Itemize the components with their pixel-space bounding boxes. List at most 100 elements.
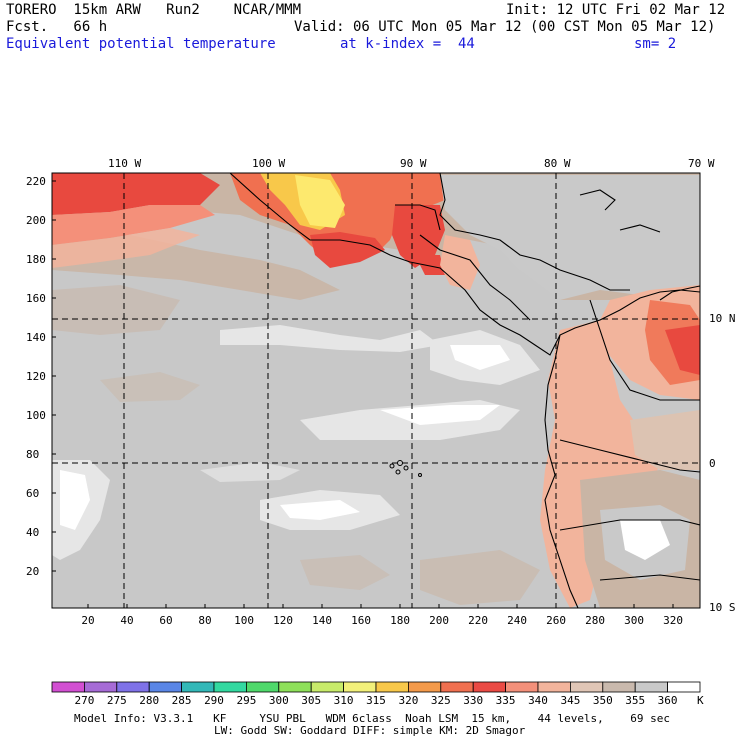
- red-patch: [415, 255, 445, 275]
- colorbar-label: 320: [398, 694, 419, 707]
- border-bolivia: [599, 574, 700, 581]
- map-frame: [51, 172, 701, 609]
- red-venezuela: [665, 325, 700, 375]
- coastlines: [229, 173, 700, 608]
- y-tick-label: 220: [26, 175, 46, 188]
- border-central-america: [419, 234, 531, 321]
- border-peru-brazil: [559, 519, 700, 531]
- x-tick-label: 140: [312, 614, 332, 627]
- level-info: at k-index = 44: [340, 36, 475, 52]
- colorbar-swatch: [84, 681, 118, 693]
- colorbar-label: 300: [268, 694, 289, 707]
- colorbar-label: 350: [592, 694, 613, 707]
- white-streak-4: [280, 500, 360, 520]
- colorbar-label: 325: [430, 694, 451, 707]
- valid-time: Valid: 06 UTC Mon 05 Mar 12 (00 CST Mon …: [294, 19, 716, 35]
- colorbar-label: 280: [139, 694, 160, 707]
- colorbar-label: 270: [74, 694, 95, 707]
- red-region-gulf: [310, 232, 385, 268]
- border-ecuador-peru: [559, 439, 700, 473]
- colorbar-label: 285: [171, 694, 192, 707]
- salmon-region-nw: [52, 205, 215, 245]
- colorbar-swatch: [570, 681, 604, 693]
- colorbar-label: 275: [106, 694, 127, 707]
- colorbar-swatch: [310, 681, 345, 693]
- model-info: Model Info: V3.3.1 KF YSU PBL WDM 6class…: [74, 712, 671, 725]
- colorbar-swatch: [407, 681, 442, 693]
- lat-label-10n: 10 N: [709, 312, 736, 325]
- colorbar-label: 315: [366, 694, 386, 707]
- colorbar-swatch: [245, 681, 280, 693]
- y-tick-label: 80: [26, 448, 40, 461]
- forecast-hour: Fcst. 66 h: [6, 19, 108, 35]
- colorbar-label: 355: [625, 694, 646, 707]
- x-tick-label: 280: [585, 614, 605, 627]
- tan-patch-3: [300, 555, 390, 590]
- x-tick-label: 160: [351, 614, 371, 627]
- red-region-guatemala: [392, 205, 445, 268]
- colorbar-label: 330: [463, 694, 484, 707]
- colorbar-label: 310: [333, 694, 354, 707]
- colorbar-swatch: [213, 681, 247, 693]
- x-tick-label: 220: [468, 614, 488, 627]
- white-streak-3: [60, 470, 90, 530]
- colorbar-swatch: [278, 681, 312, 693]
- coastline-south-america-west: [544, 334, 579, 608]
- x-tick-label: 300: [624, 614, 644, 627]
- colorbar-swatch: [343, 681, 377, 693]
- x-tick-label: 320: [663, 614, 683, 627]
- colorbar-swatch: [375, 681, 409, 693]
- tan-patch-1: [52, 285, 180, 335]
- colorbar: [51, 681, 701, 693]
- coastline-caribbean: [439, 173, 630, 291]
- x-tick-label: 60: [159, 614, 173, 627]
- peach-andes: [540, 320, 660, 608]
- coastline-pacific-north: [229, 173, 700, 356]
- white-amazon: [620, 520, 670, 560]
- colorbar-swatch: [472, 681, 507, 693]
- coastline-venezuela-north: [659, 285, 700, 301]
- lon-label-70w: 70 W: [688, 157, 715, 170]
- tan-patch-2: [420, 550, 540, 605]
- smoothing-info: sm= 2: [634, 36, 677, 52]
- y-tick-label: 60: [26, 487, 40, 500]
- peach-region-nw: [52, 228, 200, 268]
- colorbar-label: 345: [560, 694, 581, 707]
- white-streak-1: [450, 345, 510, 370]
- tan-patch-4: [100, 372, 200, 402]
- y-tick-label: 200: [26, 214, 46, 227]
- lat-label-0: 0: [709, 457, 716, 470]
- white-streak-2: [380, 405, 500, 425]
- y-tick-label: 100: [26, 409, 46, 422]
- field-name: Equivalent potential temperature: [6, 36, 276, 52]
- lat-lon-grid: [52, 173, 700, 608]
- x-tick-label: 200: [429, 614, 449, 627]
- red-region-nw: [52, 173, 220, 215]
- grey-caribbean: [440, 175, 700, 300]
- y-tick-label: 40: [26, 526, 40, 539]
- x-tick-label: 260: [546, 614, 566, 627]
- colorbar-swatch: [667, 681, 701, 693]
- colorbar-unit: K: [697, 694, 704, 707]
- y-tick-label: 160: [26, 292, 46, 305]
- light-streak-1: [220, 325, 440, 352]
- colorbar-label: 305: [301, 694, 322, 707]
- y-tick-label: 20: [26, 565, 40, 578]
- light-streak-6: [200, 462, 300, 482]
- colorbar-swatch: [148, 681, 182, 693]
- map-field: [52, 173, 700, 608]
- border-colombia-venezuela: [589, 299, 700, 401]
- y-tick-label: 120: [26, 370, 46, 383]
- x-tick-label: 20: [81, 614, 95, 627]
- lon-label-110w: 110 W: [108, 157, 142, 170]
- lon-label-80w: 80 W: [544, 157, 571, 170]
- x-tick-label: 120: [273, 614, 293, 627]
- colorbar-swatch: [602, 681, 636, 693]
- colorbar-swatch: [537, 681, 571, 693]
- init-time: Init: 12 UTC Fri 02 Mar 12: [506, 2, 726, 18]
- x-tick-label: 240: [507, 614, 527, 627]
- coastline-island-1: [579, 189, 616, 211]
- colorbar-swatch: [505, 681, 539, 693]
- x-tick-label: 180: [390, 614, 410, 627]
